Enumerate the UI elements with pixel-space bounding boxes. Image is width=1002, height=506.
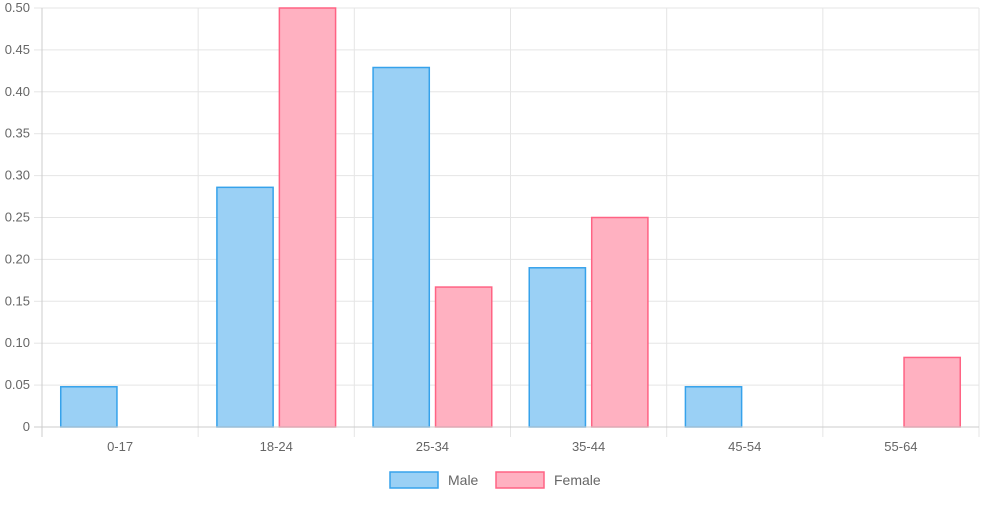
- bar-male-0-17: [59, 386, 118, 428]
- y-tick-label: 0: [23, 419, 30, 434]
- bar-female-25-34: [434, 286, 493, 428]
- legend-label-female: Female: [554, 472, 601, 488]
- x-tick-label: 35-44: [572, 439, 605, 454]
- bar-female-55-64: [903, 356, 962, 428]
- y-tick-label: 0.35: [5, 126, 30, 141]
- y-tick-label: 0.05: [5, 377, 30, 392]
- x-tick-label: 0-17: [107, 439, 133, 454]
- y-tick-label: 0.15: [5, 293, 30, 308]
- legend-label-male: Male: [448, 472, 479, 488]
- x-tick-label: 55-64: [884, 439, 917, 454]
- grid: [41, 7, 980, 437]
- bar-male-25-34: [372, 66, 431, 428]
- x-tick-label: 18-24: [260, 439, 293, 454]
- bar-female-18-24: [278, 7, 337, 428]
- y-tick-label: 0.30: [5, 168, 30, 183]
- x-tick-label: 45-54: [728, 439, 761, 454]
- y-tick-label: 0.45: [5, 42, 30, 57]
- bar-male-35-44: [528, 267, 587, 428]
- legend-swatch-female: [495, 471, 545, 489]
- legend-swatch-male: [389, 471, 439, 489]
- bar-male-18-24: [216, 186, 274, 428]
- x-tick-label: 25-34: [416, 439, 449, 454]
- y-tick-label: 0.25: [5, 210, 30, 225]
- axes: 0 0.05 0.10 0.15 0.20 0.25 0.30 0.35 0.40 0.45 0.5…: [5, 0, 979, 454]
- y-tick-label: 0.20: [5, 251, 30, 266]
- y-tick-label: 0.40: [5, 84, 30, 99]
- bar-female-35-44: [590, 216, 649, 428]
- y-tick-label: 0.50: [5, 0, 30, 15]
- y-tick-label: 0.10: [5, 335, 30, 350]
- legend: Male Female: [389, 471, 601, 489]
- bars: [59, 7, 962, 428]
- bar-male-45-54: [684, 386, 743, 428]
